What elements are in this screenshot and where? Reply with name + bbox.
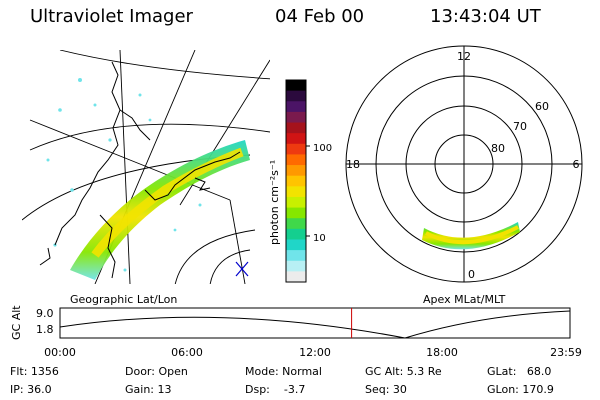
colorbar-band: [286, 196, 306, 209]
glon-value: GLon: 170.9: [487, 383, 554, 396]
meridian: [29, 119, 231, 201]
altitude-curve: [59, 310, 571, 339]
date-label: 04 Feb 00: [275, 6, 364, 27]
time-label: 13:43:04 UT: [430, 6, 542, 27]
coastline: [39, 247, 51, 266]
gain-value: Gain: 13: [125, 383, 172, 396]
colorbar-band: [286, 207, 306, 219]
meridian: [119, 50, 131, 284]
colorbar-band: [286, 239, 306, 251]
noise-dot: [46, 158, 50, 162]
star-mark: [235, 261, 249, 277]
colorbar-tick-10: 10: [313, 233, 326, 244]
noise-dot: [78, 78, 82, 82]
colorbar-band: [286, 133, 306, 145]
coastline: [54, 61, 121, 246]
colorbar-band: [286, 101, 306, 113]
colorbar-band: [286, 80, 306, 92]
lat-label-60: 60: [535, 100, 549, 113]
colorbar: [286, 80, 306, 283]
instrument-title: Ultraviolet Imager: [30, 6, 194, 27]
noise-dot: [70, 188, 74, 192]
flt-value: Flt: 1356: [10, 365, 59, 378]
colorbar-band: [286, 271, 306, 283]
noise-dot: [123, 268, 127, 272]
auroral-oval-geo: [70, 140, 250, 280]
auroral-oval-polar-core: [425, 225, 519, 245]
meridian: [229, 199, 246, 284]
colorbar-band: [286, 143, 306, 156]
seq-value: Seq: 30: [365, 383, 407, 396]
time-tick-1800: 18:00: [426, 346, 458, 359]
colorbar-band: [286, 228, 306, 241]
gc-alt-value: GC Alt: 5.3 Re: [365, 365, 442, 378]
dsp-value: Dsp: -3.7: [245, 383, 305, 396]
time-tick-0600: 06:00: [171, 346, 203, 359]
colorbar-band: [286, 218, 306, 230]
lat-label-70: 70: [513, 120, 527, 133]
mlt-label-6: 6: [573, 158, 580, 171]
lat-circle: [174, 229, 256, 284]
lat-circle: [209, 249, 251, 284]
geographic-map: [22, 50, 270, 284]
coastline: [194, 177, 211, 191]
coastline: [99, 214, 116, 279]
coastline: [144, 151, 241, 201]
colorbar-band: [286, 260, 306, 272]
colorbar-band: [286, 111, 306, 124]
door-value: Door: Open: [125, 365, 188, 378]
colorbar-tick-100: 100: [313, 143, 332, 154]
coastline: [119, 109, 151, 141]
polar-panel-label: Apex MLat/MLT: [423, 293, 506, 306]
altitude-ylabel: GC Alt: [10, 305, 23, 340]
colorbar-unit-label: photon cm⁻²s⁻¹: [268, 160, 281, 245]
time-tick-0000: 00:00: [44, 346, 76, 359]
lat-circle: [29, 123, 270, 151]
noise-dot: [148, 118, 152, 122]
altitude-ytick-1.8: 1.8: [36, 323, 54, 336]
colorbar-frame: [285, 79, 307, 283]
ip-value: IP: 36.0: [10, 383, 52, 396]
colorbar-band: [286, 122, 306, 134]
colorbar-band: [286, 90, 306, 102]
mlt-label-0: 0: [468, 268, 475, 281]
mlt-label-12: 12: [457, 50, 471, 63]
colorbar-band: [286, 154, 306, 166]
colorbar-band: [286, 165, 306, 177]
geographic-panel-label: Geographic Lat/Lon: [70, 293, 177, 306]
noise-dot: [93, 103, 97, 107]
time-tick-1200: 12:00: [299, 346, 331, 359]
colorbar-band: [286, 186, 306, 198]
mode-value: Mode: Normal: [245, 365, 322, 378]
altitude-ytick-9: 9.0: [36, 307, 54, 320]
altitude-plot-frame: [59, 307, 571, 339]
noise-dot: [58, 108, 62, 112]
auroral-oval-core: [91, 147, 244, 258]
noise-dot: [173, 228, 177, 232]
mlt-label-18: 18: [346, 158, 360, 171]
colorbar-band: [286, 175, 306, 187]
colorbar-band: [286, 250, 306, 262]
noise-dot: [198, 203, 202, 207]
time-tick-2359: 23:59: [550, 346, 582, 359]
noise-dot: [108, 138, 112, 142]
lat-circle: [59, 50, 270, 80]
lat-label-80: 80: [491, 142, 505, 155]
glat-value: GLat: 68.0: [487, 365, 551, 378]
noise-dot: [138, 93, 142, 97]
